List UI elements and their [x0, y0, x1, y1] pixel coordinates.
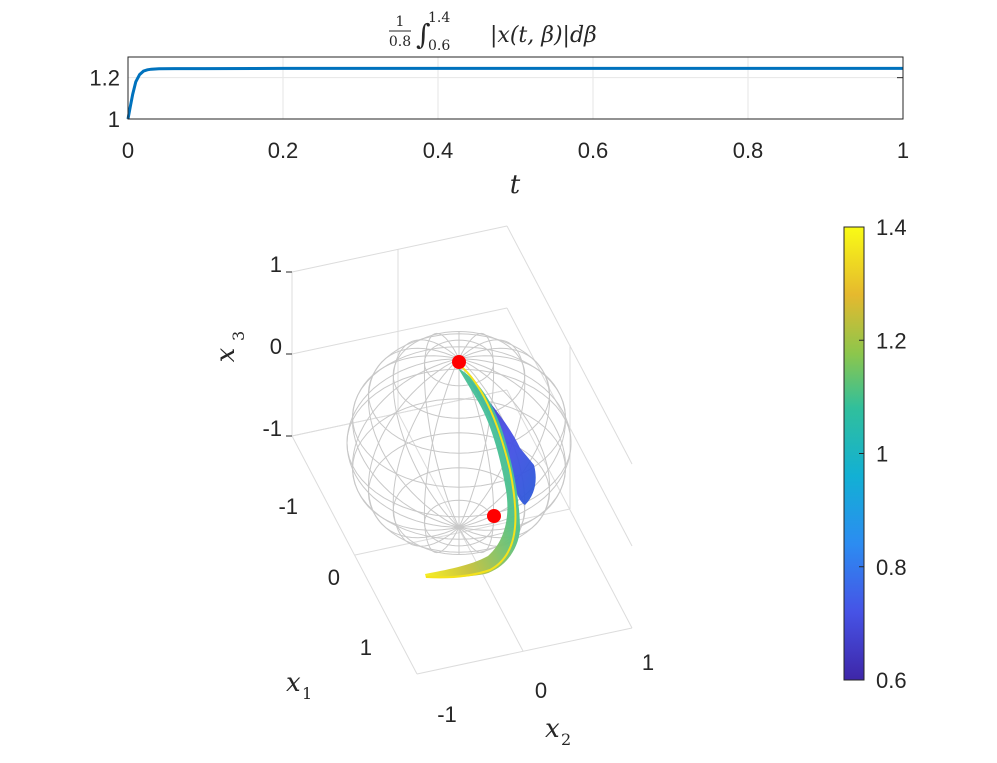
x1-ticks: -1 0 1: [278, 494, 372, 660]
svg-text:0: 0: [328, 565, 340, 590]
colorbar-tick-label: 0.8: [876, 555, 907, 580]
line-x-tick-label: 0.2: [268, 138, 299, 163]
x3-ticks: 1 0 -1: [262, 252, 282, 441]
svg-text:1: 1: [302, 684, 312, 703]
line-x-ticks: 0 0.2 0.4 0.6 0.8 1: [122, 138, 909, 163]
svg-text:2: 2: [561, 730, 571, 749]
line-y-ticks: 11.2: [89, 66, 120, 132]
svg-text:1: 1: [270, 252, 282, 277]
svg-text:1: 1: [360, 635, 372, 660]
svg-text:1: 1: [642, 650, 654, 675]
svg-text:-1: -1: [278, 494, 298, 519]
title-integral-sign: ∫: [416, 18, 431, 51]
surface-edge-line: [425, 363, 517, 579]
line-y-tick-label: 1: [108, 107, 120, 132]
x2-axis-label: x 2: [545, 714, 571, 749]
svg-text:0: 0: [535, 678, 547, 703]
title-integrand: |x(t, β)|dβ: [490, 23, 597, 48]
svg-text:-1: -1: [437, 702, 457, 727]
line-chart: 1 0.8 ∫ 1.4 0.6 |x(t, β)|dβ 0 0.2 0.4 0.6 0.…: [89, 10, 909, 200]
start-point-marker: [452, 355, 466, 369]
3d-box-grid: [291, 225, 633, 675]
colorbar-ticks: 1.4 1.2 1 0.8 0.6: [859, 215, 907, 693]
line-x-tick-label: 0: [122, 138, 134, 163]
line-y-tick-label: 1.2: [89, 66, 120, 91]
sphere-parallel: [392, 467, 526, 556]
line-x-tick-label: 0.8: [733, 138, 764, 163]
colorbar-tick-label: 0.6: [876, 668, 907, 693]
x3-axis-label: x 3: [211, 331, 248, 363]
svg-text:x: x: [211, 347, 241, 362]
title-fraction-denominator: 0.8: [389, 34, 411, 50]
line-series-0: [126, 66, 903, 120]
3d-tick-marks: [286, 271, 292, 437]
line-x-axis-label: t: [510, 170, 521, 200]
svg-text:x: x: [286, 668, 301, 698]
title-integral-lower: 0.6: [428, 38, 450, 54]
chart-title: 1 0.8 ∫ 1.4 0.6 |x(t, β)|dβ: [389, 10, 597, 54]
trajectory-surface: [425, 363, 536, 579]
colorbar: 1.4 1.2 1 0.8 0.6: [843, 215, 907, 693]
title-integral-upper: 1.4: [428, 10, 450, 26]
x2-ticks: -1 0 1: [437, 650, 654, 727]
surface-bright-band: [425, 368, 520, 578]
line-x-tick-label: 0.4: [423, 138, 454, 163]
colorbar-tick-label: 1.4: [876, 215, 907, 240]
line-x-tick-label: 1: [897, 138, 909, 163]
svg-text:0: 0: [270, 334, 282, 359]
sphere-parallel: [423, 499, 495, 547]
line-plot-series: [126, 66, 903, 120]
svg-text:-1: -1: [262, 416, 282, 441]
title-fraction-numerator: 1: [396, 14, 405, 30]
svg-text:3: 3: [229, 331, 248, 341]
sphere-meridian: [423, 358, 460, 554]
3d-chart: 1 0 -1 -1 0 1 -1 0 1 x 3 x 1 x: [211, 225, 654, 749]
colorbar-tick-label: 1.2: [876, 328, 907, 353]
line-x-tick-label: 0.6: [578, 138, 609, 163]
svg-text:x: x: [545, 714, 560, 744]
end-point-marker: [487, 509, 501, 523]
line-plot-area: [128, 57, 903, 119]
x1-axis-label: x 1: [286, 668, 312, 703]
line-plot-frame: [127, 56, 904, 120]
colorbar-tick-label: 1: [876, 442, 888, 467]
